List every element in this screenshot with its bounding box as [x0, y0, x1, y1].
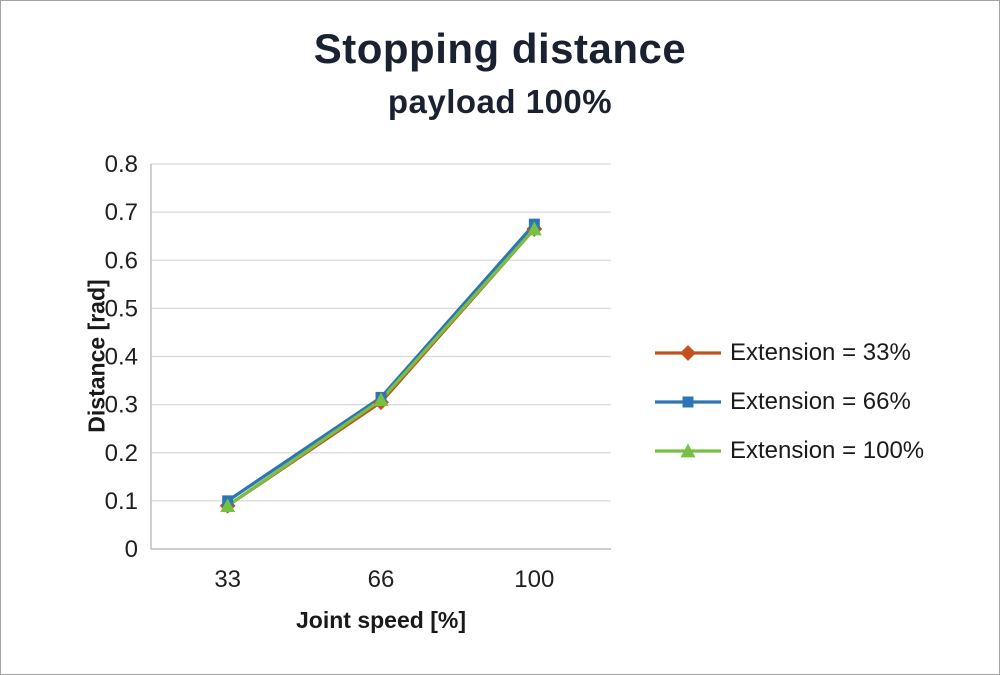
legend-item: Extension = 33%	[653, 339, 924, 367]
x-tick-label: 100	[514, 566, 554, 593]
y-tick-label: 0.2	[105, 440, 138, 467]
legend-marker-square-icon	[682, 396, 694, 408]
marker-triangle-icon	[220, 498, 236, 513]
legend-label: Extension = 33%	[730, 339, 911, 366]
legend-label: Extension = 100%	[730, 437, 925, 464]
marker-triangle-icon	[526, 221, 542, 236]
chart-title: Stopping distance	[313, 25, 687, 72]
y-tick-label: 0.3	[105, 392, 138, 419]
y-axis-title: Distance [rad]	[83, 279, 110, 433]
legend: Extension = 33% Extension = 66% Extension …	[653, 339, 924, 465]
y-tick-label: 0.1	[105, 488, 138, 515]
y-tick-label: 0.7	[105, 199, 138, 226]
series-line	[226, 227, 536, 508]
series-line	[226, 227, 536, 508]
y-tick-label: 0.6	[105, 247, 138, 274]
y-tick-label: 0.8	[105, 151, 138, 178]
legend-marker-triangle-icon	[680, 443, 696, 458]
y-tick-label: 0.5	[105, 295, 138, 322]
x-tick-label: 66	[368, 566, 395, 593]
legend-item: Extension = 66%	[653, 388, 924, 416]
legend-item: Extension = 100%	[653, 437, 924, 465]
x-tick-label: 33	[214, 566, 241, 593]
series-line	[226, 223, 536, 503]
marker-triangle-icon	[373, 392, 389, 407]
chart-subtitle: payload 100%	[387, 83, 613, 120]
y-tick-label: 0	[125, 536, 138, 563]
legend-label: Extension = 66%	[730, 388, 911, 415]
legend-marker-diamond-icon	[680, 345, 696, 361]
legend-key-square-icon	[655, 396, 721, 408]
y-tick-label: 0.4	[105, 344, 138, 371]
x-axis-title: Joint speed [%]	[296, 607, 466, 633]
legend-key-triangle-icon	[655, 443, 721, 458]
legend-key-diamond-icon	[655, 345, 721, 361]
